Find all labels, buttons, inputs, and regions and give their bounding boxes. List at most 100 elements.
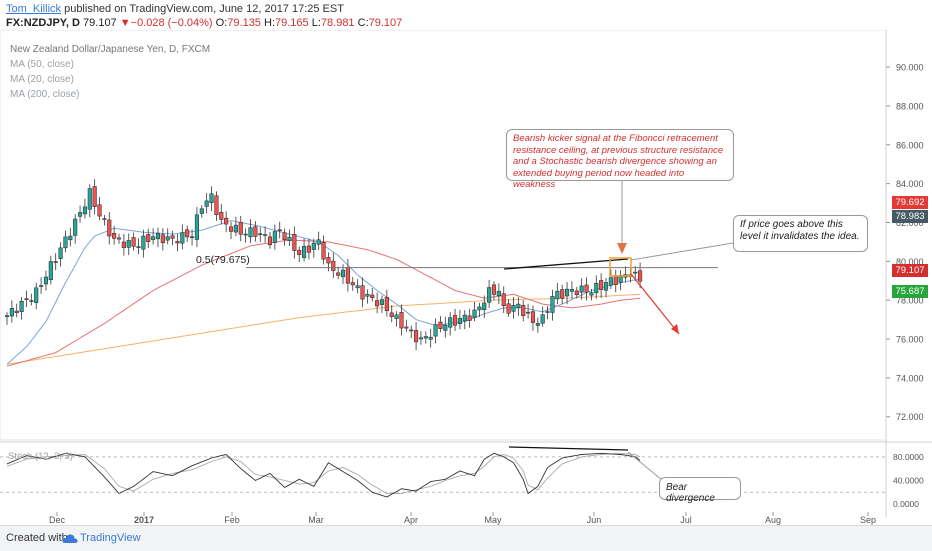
candle (530, 311, 536, 323)
chart-legend: New Zealand Dollar/Japanese Yen, D, FXCM… (10, 42, 210, 102)
candle (39, 285, 44, 287)
candle (501, 293, 506, 306)
candle (233, 224, 238, 233)
x-tick-label: 2017 (134, 515, 154, 525)
candle (199, 208, 204, 214)
candle (112, 233, 117, 239)
created-with-text: Created with (6, 532, 68, 544)
candle (608, 277, 613, 286)
candle (418, 337, 423, 340)
candle (414, 330, 419, 343)
invalidation-callout[interactable]: If price goes above this level it invali… (733, 215, 868, 252)
candle (185, 229, 190, 238)
candle (209, 193, 214, 204)
y-tick-label: 72.000 (896, 412, 924, 422)
candle (477, 306, 482, 311)
author-link[interactable]: Tom_Killick (6, 3, 62, 15)
open-value: 79.135 (227, 17, 261, 29)
candle (379, 299, 385, 305)
candle (238, 221, 243, 235)
candle (394, 314, 399, 319)
low-value: 78.981 (320, 17, 355, 29)
x-tick-label: Jun (587, 515, 602, 525)
candle (121, 241, 126, 248)
candle (136, 246, 141, 248)
candle (574, 290, 579, 295)
close-value: 79.107 (368, 17, 403, 29)
kicker-signal-callout[interactable]: Bearish kicker signal at the Fiboncci re… (506, 129, 734, 190)
candle (29, 300, 34, 302)
candle (102, 218, 107, 220)
x-tick-label: May (484, 515, 502, 525)
candle (87, 188, 92, 210)
resistance-trendline (503, 258, 629, 270)
bear-divergence-callout[interactable]: Bear divergence (659, 477, 741, 504)
stoch-tick-label: 80.0000 (893, 452, 924, 462)
price-chart[interactable]: 72.00074.00076.00078.00080.00082.00084.0… (0, 30, 932, 525)
callout-pointer-div (627, 451, 663, 481)
candle (53, 261, 58, 263)
candle (633, 271, 638, 274)
price-tag-dark: 78.983 (892, 210, 928, 223)
candle (151, 236, 156, 240)
candle (267, 236, 273, 246)
candle (107, 219, 112, 237)
candle (311, 242, 316, 250)
candle (78, 212, 83, 217)
candle (491, 284, 497, 295)
candle (370, 294, 375, 299)
projection-arrowhead (671, 324, 679, 334)
x-tick-label: Sep (860, 515, 876, 525)
footer-bar: Created with TradingView (0, 525, 932, 551)
projection-arrow (630, 273, 680, 335)
y-tick-label: 76.000 (896, 335, 924, 345)
candle (589, 292, 594, 296)
candle (224, 217, 229, 225)
down-triangle-icon: ▼ (119, 17, 131, 29)
candle (506, 303, 511, 314)
candle (92, 186, 97, 207)
close-label: C: (357, 17, 369, 29)
candle (594, 283, 599, 294)
chart-header: Tom_Killick published on TradingView.com… (0, 0, 932, 30)
candle (355, 285, 360, 289)
candle (516, 303, 521, 308)
tradingview-brand[interactable]: TradingView (80, 532, 141, 544)
high-value: 79.165 (275, 17, 309, 29)
candle (175, 240, 180, 244)
candle (180, 232, 185, 244)
candle (43, 276, 49, 285)
candle (550, 296, 555, 313)
x-tick-label: Aug (765, 515, 781, 525)
candle (63, 236, 68, 249)
candle (282, 232, 287, 240)
candle (365, 293, 370, 297)
candle (228, 226, 234, 232)
candle (340, 269, 346, 278)
y-tick-label: 80.000 (896, 257, 924, 267)
candle (258, 233, 263, 235)
candle (194, 214, 199, 240)
candle (555, 290, 560, 300)
candle (399, 312, 404, 329)
candle (48, 261, 53, 280)
candle (9, 307, 14, 317)
publish-line: Tom_Killick published on TradingView.com… (6, 3, 344, 15)
price-tag-red: 79.692 (892, 196, 928, 209)
candle (569, 289, 574, 292)
candle (467, 315, 472, 321)
candle (428, 336, 433, 340)
candle (545, 311, 550, 313)
x-tick-label: Apr (404, 515, 418, 525)
x-tick-label: Jul (680, 515, 692, 525)
candle (384, 297, 389, 312)
tradingview-cloud-icon (62, 532, 78, 550)
candle (292, 234, 297, 251)
candle (482, 302, 487, 311)
candle (496, 291, 501, 297)
candle (603, 282, 609, 291)
callout-pointer-right (630, 242, 734, 261)
high-label: H: (264, 17, 275, 29)
candle (345, 267, 350, 284)
candle (306, 245, 311, 253)
